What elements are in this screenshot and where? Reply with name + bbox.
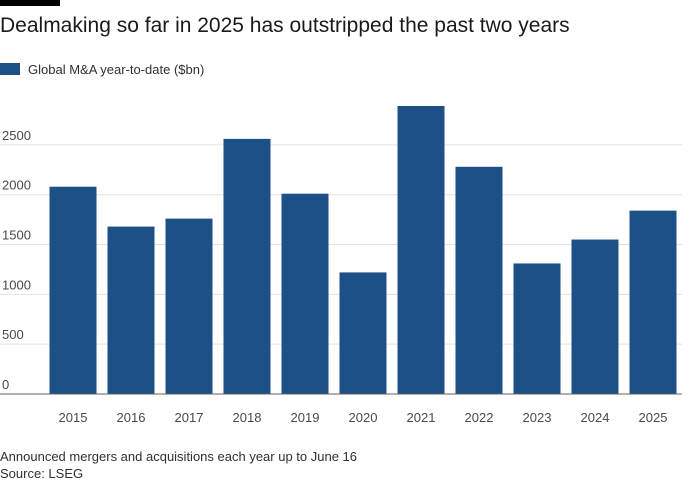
bar [281, 193, 329, 394]
bar [165, 218, 213, 394]
x-tick-label: 2019 [291, 410, 320, 425]
legend-label: Global M&A year-to-date ($bn) [28, 61, 205, 77]
bar [49, 186, 97, 394]
y-tick-label: 1000 [2, 277, 31, 292]
legend: Global M&A year-to-date ($bn) [0, 60, 204, 78]
bar [107, 226, 155, 394]
x-tick-label: 2017 [175, 410, 204, 425]
y-tick-label: 2000 [2, 178, 31, 193]
bar [339, 272, 387, 394]
x-tick-label: 2023 [523, 410, 552, 425]
bar [571, 239, 619, 394]
bar [629, 210, 677, 394]
bar [223, 138, 271, 394]
footer: Announced mergers and acquisitions each … [0, 448, 357, 482]
bar [513, 263, 561, 394]
y-tick-label: 2500 [2, 128, 31, 143]
y-tick-label: 1500 [2, 228, 31, 243]
footnote: Announced mergers and acquisitions each … [0, 449, 358, 464]
x-tick-label: 2021 [407, 410, 436, 425]
bar-chart: 0 500 1000 1500 2000 2500 2015 2016 2017 2018 2019… [0, 105, 682, 425]
brand-bar [0, 0, 60, 6]
x-tick-label: 2016 [117, 410, 146, 425]
chart-title: Dealmaking so far in 2025 has outstrippe… [0, 14, 570, 37]
y-tick-label: 500 [2, 327, 24, 342]
x-tick-label: 2018 [233, 410, 262, 425]
bar [455, 166, 503, 394]
x-tick-label: 2024 [581, 410, 610, 425]
bar [397, 105, 445, 394]
x-tick-label: 2015 [59, 410, 88, 425]
x-tick-label: 2025 [639, 410, 668, 425]
x-tick-label: 2020 [349, 410, 378, 425]
x-tick-label: 2022 [465, 410, 494, 425]
legend-swatch [0, 63, 20, 75]
source-note: Source: LSEG [0, 466, 84, 481]
y-tick-label: 0 [2, 377, 9, 392]
